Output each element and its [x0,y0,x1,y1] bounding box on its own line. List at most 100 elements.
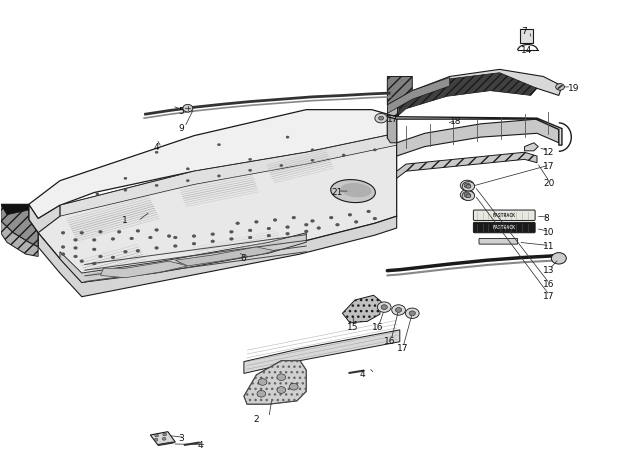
Ellipse shape [341,183,372,198]
Text: 16: 16 [384,337,396,346]
Circle shape [392,305,406,315]
Polygon shape [101,261,188,278]
Text: 7: 7 [521,27,527,36]
Polygon shape [60,133,397,216]
Circle shape [211,240,214,243]
Circle shape [460,190,474,200]
Polygon shape [244,361,306,404]
Circle shape [130,237,134,240]
Text: FASTRACK: FASTRACK [492,213,516,218]
Text: 4: 4 [359,370,365,380]
Circle shape [111,256,115,259]
Circle shape [236,222,239,225]
Circle shape [229,230,233,233]
Circle shape [74,238,78,241]
Circle shape [464,192,470,197]
Text: 6: 6 [241,254,246,263]
Circle shape [311,159,314,162]
Text: 2: 2 [253,415,259,424]
Circle shape [375,114,388,123]
Circle shape [348,213,352,216]
Circle shape [80,231,84,234]
Text: 17: 17 [543,162,555,171]
Circle shape [92,248,96,251]
Circle shape [182,104,192,112]
Circle shape [74,255,78,258]
Circle shape [149,236,152,239]
Circle shape [61,246,65,248]
FancyBboxPatch shape [473,222,535,233]
Circle shape [317,227,321,229]
Circle shape [311,149,314,151]
Circle shape [217,143,221,146]
Text: 5: 5 [178,107,184,116]
Circle shape [257,390,266,397]
Circle shape [406,308,419,318]
Circle shape [124,189,127,191]
Polygon shape [519,29,533,43]
Circle shape [373,149,376,151]
Circle shape [378,302,391,313]
Circle shape [280,164,283,167]
Polygon shape [29,204,60,233]
Circle shape [258,379,267,385]
Polygon shape [388,114,562,145]
Text: 20: 20 [543,179,554,188]
Circle shape [168,235,171,238]
Polygon shape [1,204,38,247]
Text: 17: 17 [388,114,399,124]
Circle shape [192,242,196,245]
Circle shape [304,223,308,226]
Circle shape [381,305,388,310]
Circle shape [155,184,158,187]
Polygon shape [399,73,537,115]
Text: 16: 16 [372,323,383,332]
Circle shape [462,181,474,191]
Circle shape [173,236,177,239]
Text: 8: 8 [543,214,549,223]
Circle shape [254,220,258,223]
Polygon shape [29,110,397,218]
Polygon shape [388,117,397,143]
Circle shape [286,136,289,138]
Polygon shape [524,143,538,151]
Circle shape [367,210,371,213]
Circle shape [136,249,140,252]
Text: 1: 1 [122,217,128,226]
Circle shape [556,84,564,90]
Circle shape [551,253,566,264]
Circle shape [460,180,474,190]
Text: 17: 17 [397,344,408,353]
Circle shape [462,191,474,200]
Circle shape [409,311,416,316]
Text: 4: 4 [154,143,159,152]
Text: 3: 3 [178,434,184,443]
Circle shape [396,308,402,313]
Polygon shape [175,247,275,266]
Circle shape [96,193,99,195]
Polygon shape [388,76,412,105]
Text: 15: 15 [347,323,358,332]
Circle shape [336,223,339,226]
Circle shape [155,228,159,231]
Circle shape [286,232,289,235]
Circle shape [163,433,167,436]
Circle shape [99,230,102,233]
Circle shape [186,168,189,170]
Circle shape [277,374,286,380]
Circle shape [342,154,345,156]
Circle shape [154,438,158,441]
Circle shape [111,238,115,240]
Circle shape [466,184,471,188]
Polygon shape [1,221,38,256]
Circle shape [229,238,233,240]
Circle shape [92,238,96,241]
FancyBboxPatch shape [479,238,518,244]
Circle shape [74,247,78,249]
Circle shape [267,227,271,230]
Circle shape [155,151,158,153]
Text: 13: 13 [543,266,555,275]
Text: 9: 9 [178,124,184,133]
Circle shape [155,434,159,437]
Text: 12: 12 [543,148,554,157]
